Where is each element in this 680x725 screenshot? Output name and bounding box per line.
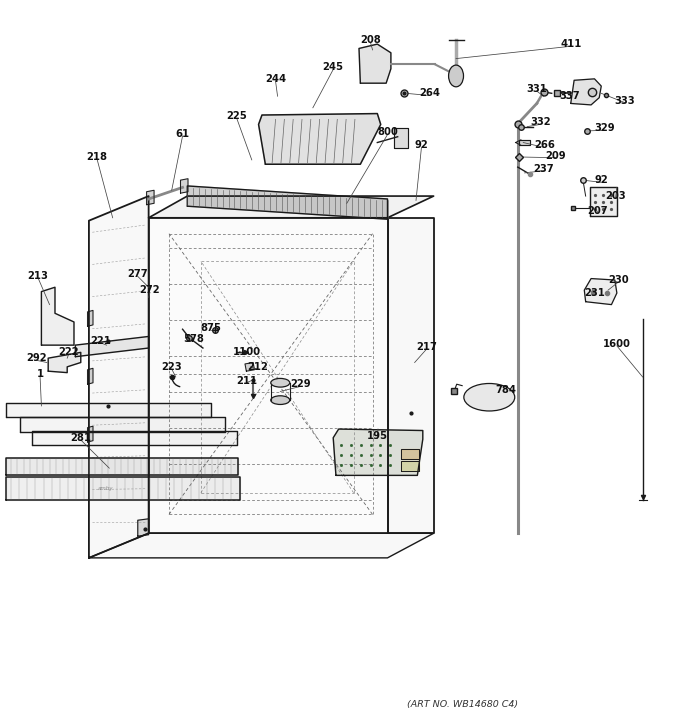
Text: 800: 800 [377,128,398,138]
Polygon shape [571,79,601,105]
Polygon shape [149,218,388,534]
Text: 209: 209 [545,151,566,160]
Polygon shape [88,368,93,384]
Polygon shape [20,418,224,432]
Text: 337: 337 [559,91,579,102]
Text: 218: 218 [86,152,107,162]
Text: 411: 411 [560,39,581,49]
Text: 333: 333 [615,96,635,106]
Text: 329: 329 [594,123,615,133]
Polygon shape [359,44,391,83]
Text: 208: 208 [360,36,381,46]
Text: 211: 211 [236,376,257,386]
Polygon shape [88,310,93,326]
Text: 1600: 1600 [603,339,631,349]
Text: 92: 92 [594,175,608,185]
Text: 331: 331 [526,84,547,94]
Polygon shape [519,140,530,146]
Text: 231: 231 [584,288,605,298]
Polygon shape [138,519,149,536]
Polygon shape [147,190,154,204]
Text: 281: 281 [70,433,91,443]
Ellipse shape [271,378,290,387]
Text: 203: 203 [605,191,626,201]
Polygon shape [333,429,423,476]
Polygon shape [180,178,188,193]
Text: 1100: 1100 [233,347,260,357]
Polygon shape [6,458,238,476]
Polygon shape [584,278,617,304]
Text: 292: 292 [27,353,47,363]
Ellipse shape [464,384,515,411]
Polygon shape [41,287,74,345]
Text: 266: 266 [534,141,556,150]
Text: 264: 264 [419,88,440,99]
Ellipse shape [271,396,290,405]
Text: 237: 237 [533,164,554,173]
Text: 277: 277 [127,269,148,279]
Text: amby: amby [98,486,114,491]
Polygon shape [590,187,617,216]
Polygon shape [388,218,434,534]
Polygon shape [245,362,254,371]
Polygon shape [187,186,388,219]
Text: 195: 195 [367,431,388,442]
Text: 244: 244 [265,74,286,84]
Polygon shape [6,477,239,500]
Text: 221: 221 [90,336,112,346]
Text: 225: 225 [226,112,248,122]
Polygon shape [6,403,211,418]
Polygon shape [48,352,81,373]
Text: 272: 272 [139,285,160,295]
Text: 245: 245 [323,62,343,72]
Polygon shape [149,196,434,217]
Text: 230: 230 [608,275,628,285]
Polygon shape [89,534,434,558]
Text: 784: 784 [496,385,517,395]
Text: 212: 212 [247,362,268,372]
Text: 1: 1 [37,369,44,379]
Polygon shape [401,461,419,471]
Ellipse shape [449,65,464,87]
Text: 92: 92 [415,141,428,150]
Polygon shape [401,450,419,460]
Text: 61: 61 [175,129,190,139]
Polygon shape [258,114,381,165]
Polygon shape [88,426,93,442]
Text: 222: 222 [58,347,79,357]
Text: 332: 332 [530,117,551,128]
Text: 207: 207 [588,206,608,215]
Text: (ART NO. WB14680 C4): (ART NO. WB14680 C4) [407,700,517,708]
Text: 223: 223 [161,362,182,372]
Text: 875: 875 [201,323,222,333]
Text: 229: 229 [290,379,311,389]
Text: 578: 578 [184,334,205,344]
Text: 217: 217 [416,341,437,352]
Polygon shape [89,196,149,558]
Polygon shape [75,336,149,357]
Polygon shape [394,128,408,149]
Polygon shape [32,431,237,445]
Text: 213: 213 [28,270,48,281]
